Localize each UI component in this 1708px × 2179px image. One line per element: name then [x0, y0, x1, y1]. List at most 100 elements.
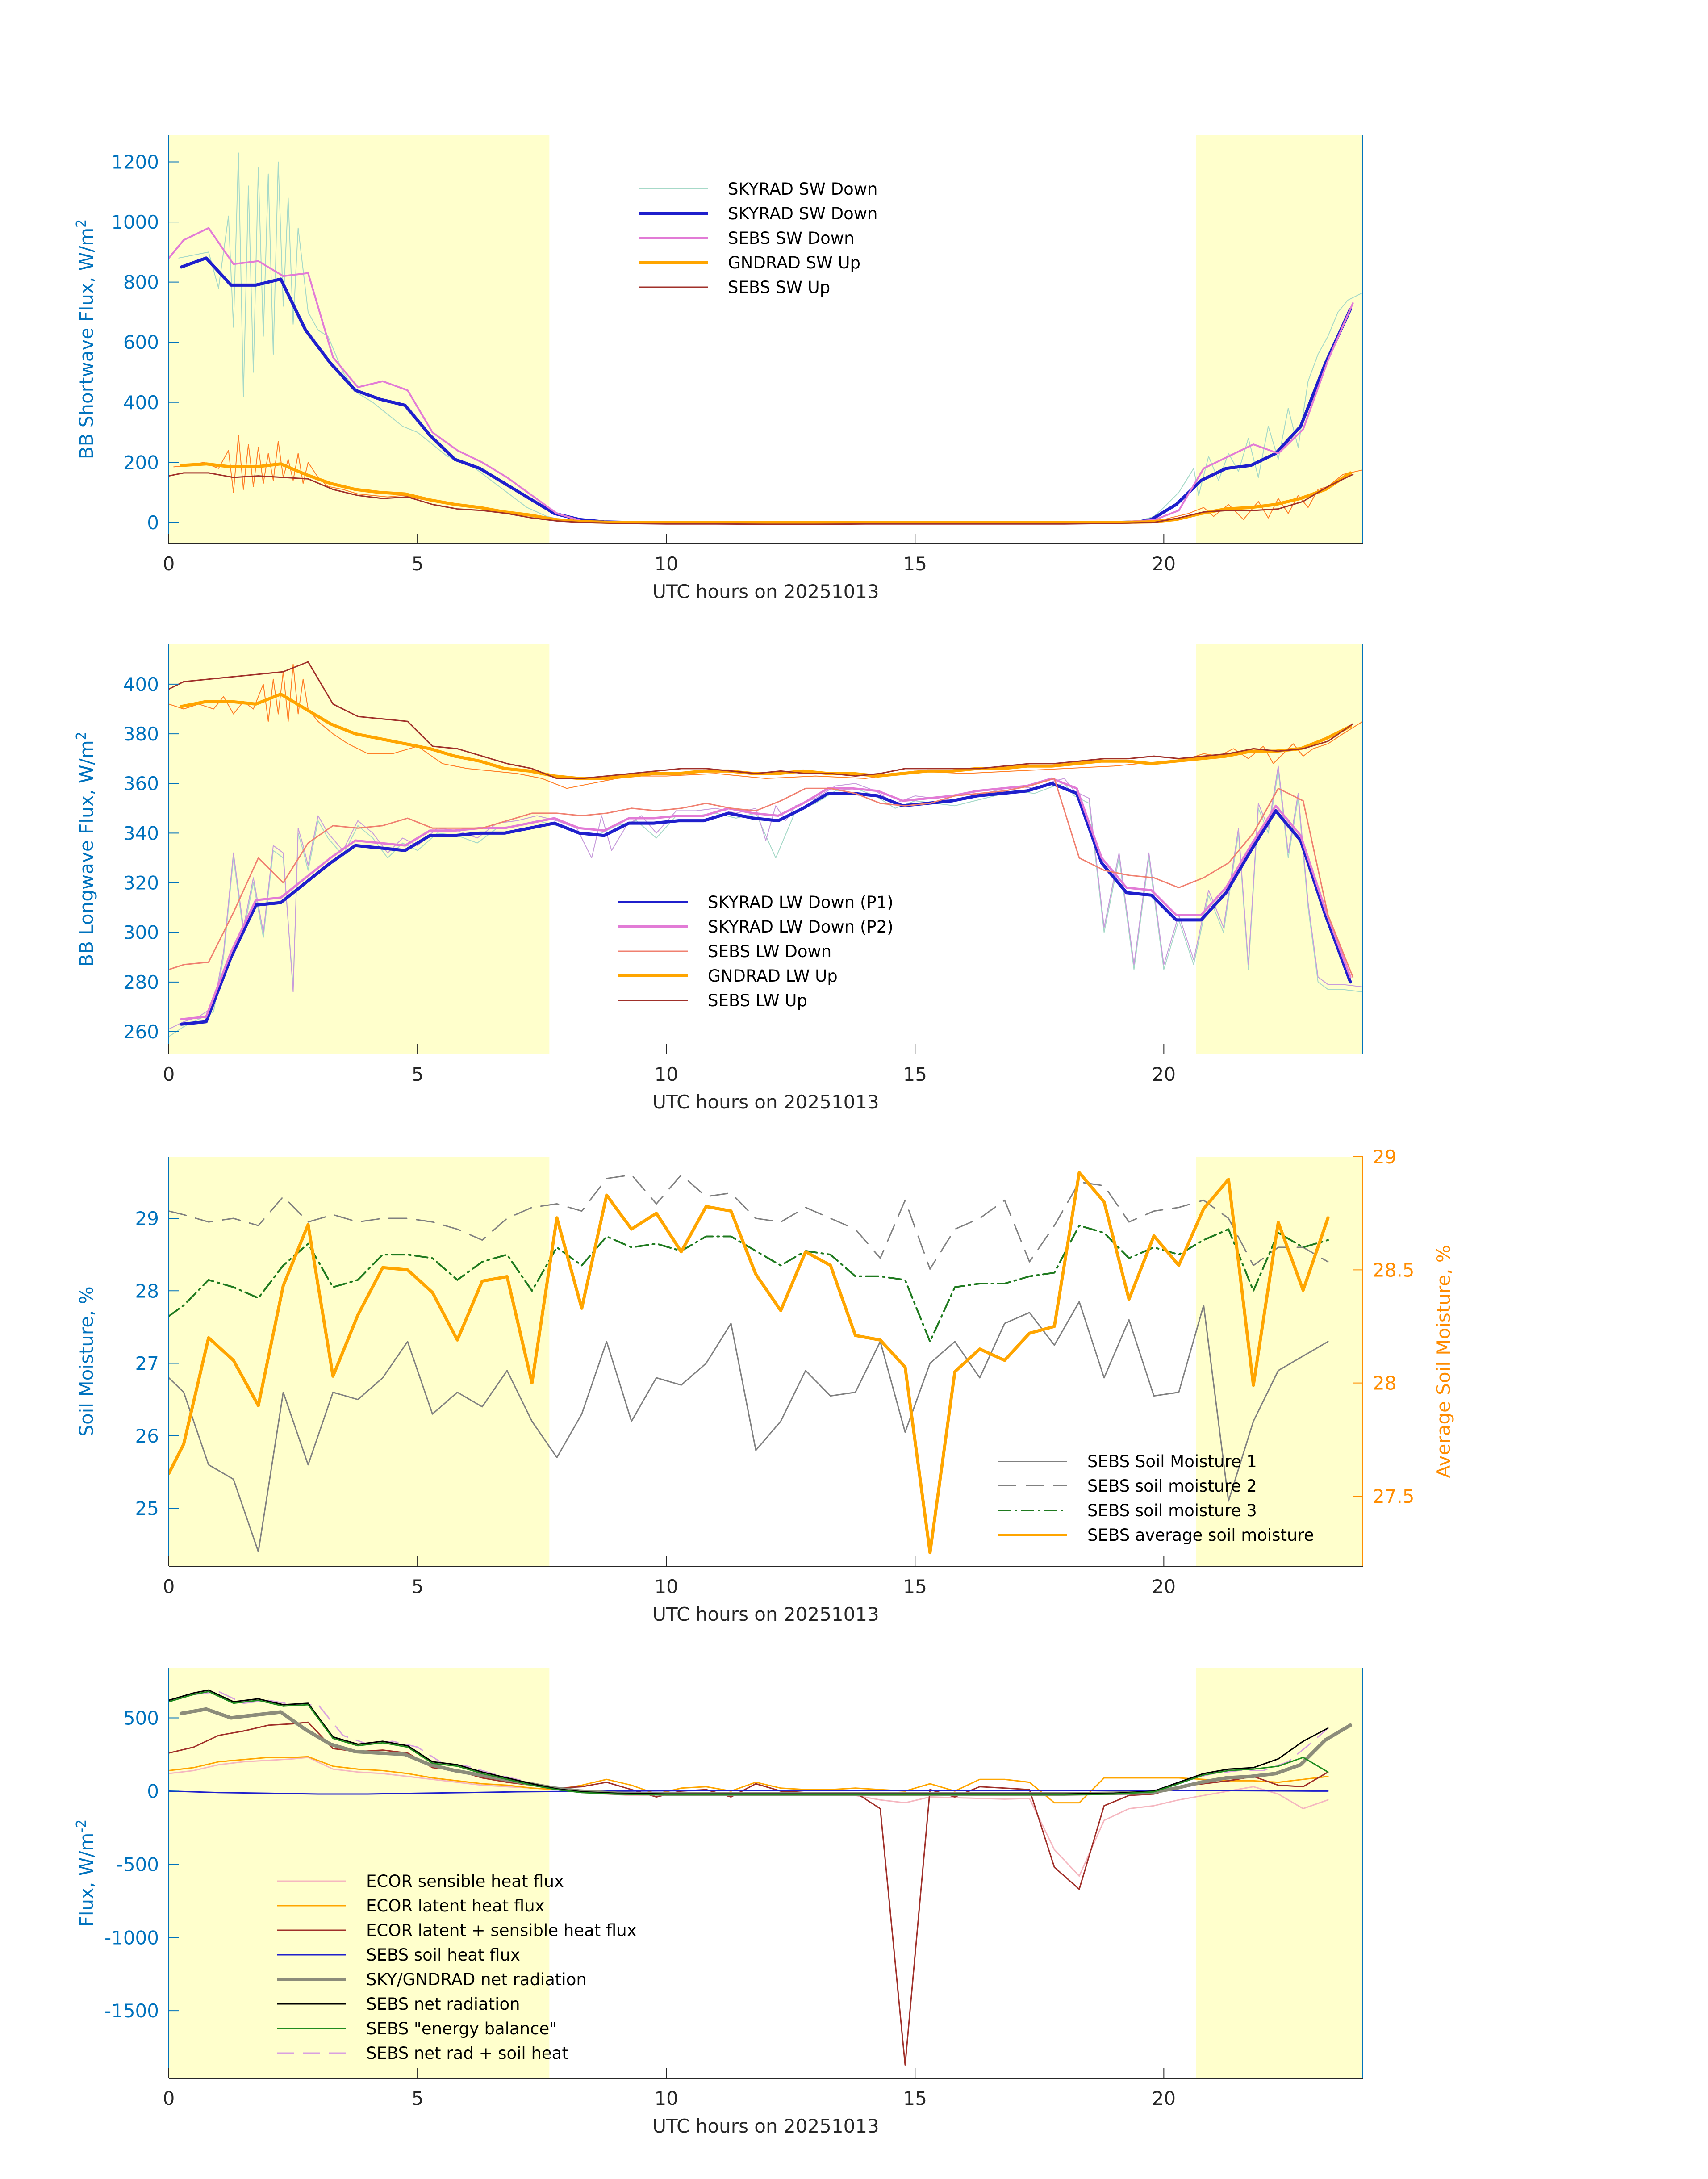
x-tick-label: 10 [654, 1576, 678, 1598]
y-tick-label: 260 [123, 1021, 159, 1043]
legend-label: ECOR latent heat flux [366, 1896, 545, 1916]
y-axis-label: Soil Moisture, % [75, 1286, 97, 1436]
series-group [169, 1171, 1330, 1555]
series-line-sebs-average-soil-moisture [169, 1171, 1330, 1555]
y-tick-label: -1000 [104, 1927, 159, 1949]
series-line-skyrad-lw-down-p2-1-min [169, 765, 1363, 1030]
y-tick-label: 360 [123, 773, 159, 795]
legend: ECOR sensible heat flux ECOR latent heat … [277, 1872, 637, 2063]
x-tick-label: 20 [1152, 553, 1176, 575]
y-tick-label: 600 [123, 331, 159, 353]
y-tick-label: 340 [123, 822, 159, 844]
x-tick-label: 15 [903, 1063, 927, 1085]
y-tick-label: 29 [135, 1208, 159, 1230]
y2-tick-label: 27.5 [1373, 1485, 1415, 1507]
y-axis-label-superscript: 2 [74, 219, 89, 228]
x-axis-label: UTC hours on 20251013 [652, 581, 879, 602]
y-tick-label: 200 [123, 452, 159, 473]
x-tick-label: 20 [1152, 1576, 1176, 1598]
y-tick-label: -1500 [104, 2000, 159, 2022]
legend-label: SEBS soil moisture 2 [1087, 1476, 1257, 1496]
legend-label: SKYRAD LW Down (P2) [708, 917, 894, 937]
x-tick-label: 5 [412, 553, 424, 575]
legend: SKYRAD SW Down SKYRAD SW Down SEBS SW Down… [639, 180, 877, 297]
y-tick-label: 27 [135, 1353, 159, 1375]
legend-label: SEBS Soil Moisture 1 [1087, 1452, 1257, 1471]
series-group [169, 661, 1363, 1037]
series-line-ecor-latent-heat-flux [169, 1756, 1329, 1804]
x-tick-label: 10 [654, 1063, 678, 1085]
panel-soil-moisture: 0 5 10 15 20 UTC hours on 20251013 25 26 27 28 29 S… [75, 1146, 1454, 1625]
y-axis-label-superscript: -2 [74, 1819, 89, 1833]
legend-label: SEBS soil heat flux [366, 1945, 520, 1965]
y2-tick-label: 29 [1373, 1146, 1396, 1168]
series-line-sebs-lw-up [169, 661, 1354, 779]
x-tick-label: 5 [412, 1063, 424, 1085]
x-axis-label: UTC hours on 20251013 [652, 1603, 879, 1625]
legend-label: ECOR latent + sensible heat flux [366, 1921, 637, 1940]
y-tick-label: 800 [123, 272, 159, 293]
x-axis-label: UTC hours on 20251013 [652, 2115, 879, 2137]
y-tick-label: 26 [135, 1425, 159, 1447]
series-line-sebs-soil-moisture-2 [169, 1174, 1329, 1270]
y-tick-label: -500 [117, 1853, 159, 1875]
legend-label: SEBS SW Up [728, 278, 830, 297]
y-tick-label: 0 [147, 1780, 159, 1802]
legend-label: SEBS soil moisture 3 [1087, 1501, 1257, 1520]
legend-label: GNDRAD SW Up [728, 253, 860, 272]
series-line-skyrad-lw-down-p1 [180, 782, 1352, 1026]
legend: SKYRAD LW Down (P1) SKYRAD LW Down (P2) SE… [618, 893, 894, 1010]
y-axis-label: BB Shortwave Flux, W/m2 [74, 219, 97, 460]
x-tick-label: 0 [163, 1576, 175, 1598]
daylight-shade-1 [169, 135, 550, 544]
series-line-skyrad-lw-down-p2 [180, 777, 1352, 1020]
legend-label: ECOR sensible heat flux [366, 1872, 564, 1891]
legend-label: GNDRAD LW Up [708, 966, 838, 986]
series-line-gndrad-lw-up [180, 692, 1352, 780]
daylight-shade-2 [1196, 644, 1363, 1054]
daylight-shade-2 [1196, 1668, 1363, 2078]
y-tick-label: 280 [123, 971, 159, 993]
y-tick-label: 0 [147, 512, 159, 534]
legend-label: SKYRAD SW Down [728, 204, 877, 223]
y-tick-label: 300 [123, 922, 159, 944]
y-tick-label: 320 [123, 872, 159, 894]
legend-label: SEBS net radiation [366, 1995, 520, 2014]
series-line-sebs-net-radiation [169, 1689, 1329, 1795]
daylight-shade-1 [169, 1157, 550, 1566]
series-line-sebs-soil-moisture-1 [169, 1301, 1329, 1552]
y-tick-label: 400 [123, 392, 159, 414]
y2-axis-label: Average Soil Moisture, % [1432, 1245, 1454, 1478]
legend-label: SEBS "energy balance" [366, 2019, 557, 2038]
x-tick-label: 5 [412, 2087, 424, 2109]
legend-label: SKYRAD LW Down (P1) [708, 893, 894, 912]
panel-shortwave: 0 5 10 15 20 UTC hours on 20251013 0 200 400 600 8… [74, 135, 1363, 602]
x-tick-label: 10 [654, 553, 678, 575]
x-tick-label: 15 [903, 553, 927, 575]
y-axis-label: BB Longwave Flux, W/m2 [74, 732, 97, 966]
y-tick-label: 1000 [111, 211, 159, 233]
y-axis-label-superscript: 2 [74, 732, 89, 740]
daylight-shade-1 [169, 1668, 550, 2078]
legend-label: SEBS LW Down [708, 942, 831, 961]
x-tick-label: 10 [654, 2087, 678, 2109]
x-axis-label: UTC hours on 20251013 [652, 1091, 879, 1113]
series-group [169, 152, 1363, 525]
series-line-sebs-energy-balance [169, 1691, 1329, 1796]
legend-label: SKYRAD SW Down [728, 180, 877, 199]
daylight-shade-1 [169, 644, 550, 1054]
y2-tick-label: 28 [1373, 1372, 1396, 1394]
legend-label: SEBS SW Down [728, 229, 855, 248]
x-tick-label: 20 [1152, 2087, 1176, 2109]
series-line-sebs-sw-up [169, 472, 1354, 525]
x-tick-label: 0 [163, 2087, 175, 2109]
y-tick-label: 28 [135, 1280, 159, 1302]
panel-energy-balance: 0 5 10 15 20 UTC hours on 20251013 -1500 -1000 -… [74, 1668, 1363, 2137]
legend-label: SKY/GNDRAD net radiation [366, 1970, 587, 1989]
x-tick-label: 0 [163, 1063, 175, 1085]
y-tick-label: 25 [135, 1497, 159, 1519]
y2-tick-label: 28.5 [1373, 1259, 1415, 1281]
series-line-gndrad-sw-up [180, 462, 1352, 524]
legend-label: SEBS net rad + soil heat [366, 2044, 568, 2063]
